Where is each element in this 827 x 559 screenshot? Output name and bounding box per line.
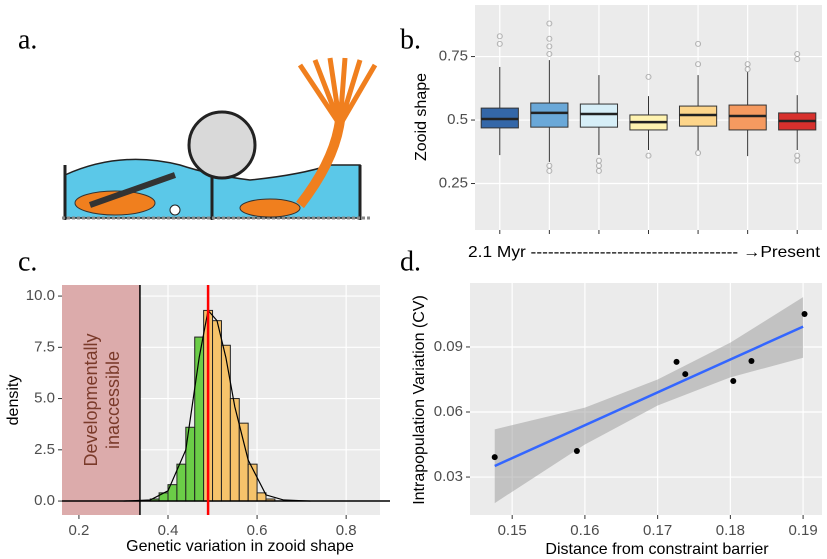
y-tick-label: 0.0: [34, 492, 55, 509]
polypide: [239, 198, 301, 218]
y-tick-label: 10.0: [26, 287, 55, 304]
outlier: [794, 51, 801, 58]
box: [579, 103, 619, 128]
tentacles: [297, 57, 378, 127]
outlier: [546, 35, 553, 42]
panel-label: b.: [400, 24, 421, 55]
x-tick-label: 0.2: [68, 522, 89, 539]
point: [748, 358, 755, 365]
x-tick-label: 0.16: [570, 522, 599, 539]
x-tick-label: 0.18: [716, 522, 745, 539]
outlier: [794, 152, 801, 159]
y-tick-label: 2.5: [34, 441, 55, 458]
x-axis-label: 2.1 Myr --------------------------------…: [468, 244, 821, 261]
outlier: [645, 73, 652, 80]
y-tick-label: 0.03: [434, 468, 463, 485]
x-axis-label: Distance from constraint barrier: [545, 541, 769, 558]
operculum: [187, 110, 257, 180]
point: [491, 454, 498, 461]
x-tick-label: 0.4: [158, 522, 179, 539]
outlier: [496, 40, 503, 47]
outlier: [645, 152, 652, 159]
y-tick-label: 0.09: [434, 338, 463, 355]
histogram-bar: [176, 463, 187, 502]
outlier: [496, 33, 503, 40]
x-tick-label: 0.8: [336, 522, 357, 539]
box: [728, 104, 767, 131]
cell: [169, 204, 181, 216]
y-tick-label: 5.0: [34, 390, 55, 407]
zooid-illustration: [62, 57, 378, 220]
outlier: [595, 157, 602, 164]
x-axis-label: Genetic variation in zooid shape: [126, 538, 354, 555]
outlier: [695, 40, 702, 47]
outlier: [744, 61, 751, 68]
lophophore-stalk: [296, 119, 345, 209]
x-tick-label: 0.17: [643, 522, 672, 539]
point: [682, 371, 689, 378]
histogram-bar: [256, 492, 267, 502]
density-curve: [123, 309, 311, 502]
outlier: [695, 150, 702, 157]
outlier: [546, 20, 553, 27]
panel-label: d.: [400, 246, 421, 277]
outlier: [546, 51, 553, 58]
x-tick-label: 0.6: [247, 522, 268, 539]
histogram-bar: [220, 344, 231, 502]
outlier: [695, 61, 702, 68]
panel-label: c.: [18, 246, 37, 277]
point: [573, 448, 580, 455]
y-tick-label: 0.75: [439, 48, 468, 65]
outlier: [546, 162, 553, 169]
annotation: Developmentally: [81, 333, 101, 466]
histogram-bar: [229, 398, 240, 502]
point: [730, 378, 737, 385]
annotation: inaccessible: [103, 351, 123, 449]
panel-label: a.: [18, 24, 37, 55]
point: [673, 358, 680, 365]
polypide: [74, 190, 156, 216]
histogram-bar: [238, 422, 249, 502]
confidence-band: [494, 297, 804, 504]
box: [530, 102, 569, 128]
x-tick-label: 0.15: [498, 522, 527, 539]
y-tick-label: 0.25: [439, 174, 468, 191]
x-tick-label: 0.19: [788, 522, 817, 539]
inaccessible-region: [62, 285, 140, 515]
fit-line: [494, 325, 804, 468]
gut: [89, 172, 176, 208]
y-tick-label: 0.06: [434, 403, 463, 420]
y-axis-label: Zooid shape: [413, 73, 430, 161]
point: [801, 311, 808, 318]
y-tick-label: 7.5: [34, 338, 55, 355]
outlier: [546, 43, 553, 50]
y-tick-label: 0.5: [447, 111, 468, 128]
y-axis-label: density: [5, 375, 22, 426]
y-axis-label: Intrapopulation Variation (CV): [411, 295, 428, 505]
histogram-bar: [212, 320, 222, 502]
